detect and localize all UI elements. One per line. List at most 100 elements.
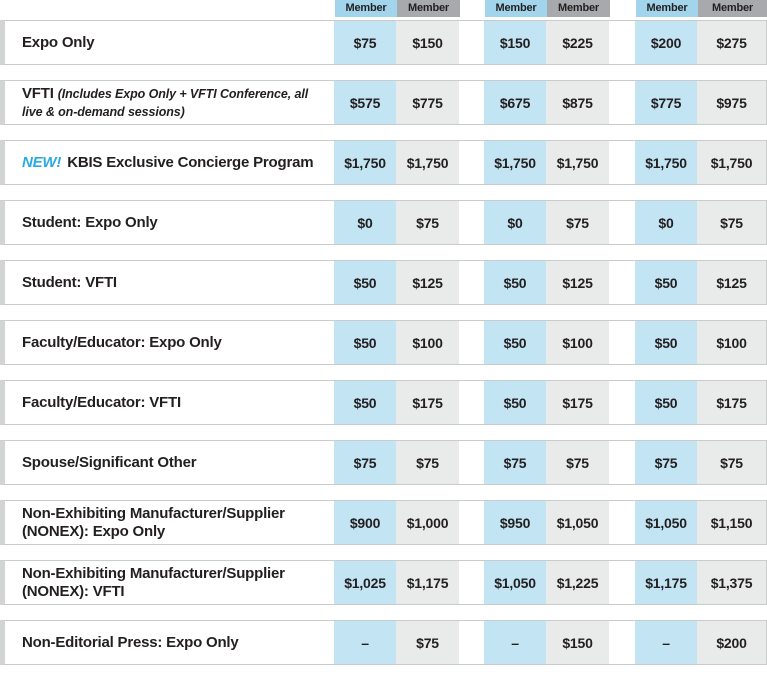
row-label-text: Non-Editorial Press: Expo Only — [22, 633, 239, 651]
price-cell: $575 — [334, 81, 396, 124]
price-cell: $175 — [697, 381, 766, 424]
price-cell: $1,750 — [484, 141, 546, 184]
column-gap — [459, 441, 484, 484]
price-cell: $50 — [484, 381, 546, 424]
price-cell: $0 — [635, 201, 697, 244]
pricing-table-rows: Expo Only $75 $150 $150 $225 $200 $275 V… — [0, 20, 767, 665]
price-cell: $1,375 — [697, 561, 766, 604]
row-label-text: KBIS Exclusive Concierge Program — [67, 153, 314, 171]
price-cell: $125 — [546, 261, 609, 304]
table-row: Faculty/Educator: VFTI $50 $175 $50 $175… — [0, 380, 767, 425]
column-gap — [609, 261, 635, 304]
row-label: NEW! KBIS Exclusive Concierge Program — [5, 141, 334, 184]
row-label-text: Faculty/Educator: Expo Only — [22, 333, 222, 351]
price-cell: $200 — [635, 21, 697, 64]
new-badge: NEW! — [22, 153, 62, 171]
price-cell: $0 — [334, 201, 396, 244]
price-cell: $1,050 — [484, 561, 546, 604]
price-cell: $50 — [334, 261, 396, 304]
price-cell: $50 — [635, 381, 697, 424]
row-label: Faculty/Educator: Expo Only — [5, 321, 334, 364]
price-cell: $175 — [546, 381, 609, 424]
price-cell: $1,750 — [697, 141, 766, 184]
column-gap — [609, 381, 635, 424]
column-gap — [459, 141, 484, 184]
column-gap — [609, 21, 635, 64]
price-cell: $175 — [396, 381, 459, 424]
price-cell: $50 — [334, 321, 396, 364]
row-label: Non-Exhibiting Manufacturer/Supplier (NO… — [5, 561, 334, 604]
price-cell: $75 — [334, 441, 396, 484]
row-label-text: Non-Exhibiting Manufacturer/Supplier (NO… — [22, 505, 285, 540]
price-cell: $1,225 — [546, 561, 609, 604]
price-cell: $125 — [697, 261, 766, 304]
table-row: VFTI (Includes Expo Only + VFTI Conferenc… — [0, 80, 767, 125]
price-cell: $50 — [484, 321, 546, 364]
row-label-text: Student: VFTI — [22, 273, 117, 291]
price-cell: $1,750 — [334, 141, 396, 184]
column-gap — [459, 81, 484, 124]
price-cell: $775 — [396, 81, 459, 124]
price-cell: $75 — [697, 201, 766, 244]
price-cell: $1,025 — [334, 561, 396, 604]
price-cell: $100 — [396, 321, 459, 364]
price-cell: $875 — [546, 81, 609, 124]
column-gap — [459, 201, 484, 244]
table-row: Spouse/Significant Other $75 $75 $75 $75… — [0, 440, 767, 485]
price-cell: $950 — [484, 501, 546, 544]
price-cell: $100 — [546, 321, 609, 364]
row-label-note: (Includes Expo Only + VFTI Conference, a… — [22, 87, 309, 119]
row-label: Faculty/Educator: VFTI — [5, 381, 334, 424]
column-gap — [459, 21, 484, 64]
price-cell: $50 — [635, 321, 697, 364]
column-gap — [610, 0, 636, 17]
price-cell: $150 — [396, 21, 459, 64]
column-gap — [609, 501, 635, 544]
column-header-member-2: Member — [397, 0, 460, 17]
price-cell: $1,750 — [635, 141, 697, 184]
price-cell: $75 — [484, 441, 546, 484]
price-cell: $975 — [697, 81, 766, 124]
column-gap — [609, 201, 635, 244]
row-label-text: Non-Exhibiting Manufacturer/Supplier (NO… — [22, 565, 285, 600]
row-label-text: Spouse/Significant Other — [22, 453, 197, 471]
price-cell: $1,175 — [396, 561, 459, 604]
price-cell: $200 — [697, 621, 766, 664]
column-gap — [460, 0, 485, 17]
table-row: Expo Only $75 $150 $150 $225 $200 $275 — [0, 20, 767, 65]
header-label-spacer — [6, 0, 335, 17]
price-cell: $1,750 — [396, 141, 459, 184]
price-cell: $150 — [546, 621, 609, 664]
price-cell: – — [334, 621, 396, 664]
column-header-member-5: Member — [636, 0, 698, 17]
row-label: Student: Expo Only — [5, 201, 334, 244]
price-cell: $275 — [697, 21, 766, 64]
table-row: Student: VFTI $50 $125 $50 $125 $50 $125 — [0, 260, 767, 305]
price-cell: $75 — [396, 621, 459, 664]
row-label: Non-Exhibiting Manufacturer/Supplier (NO… — [5, 501, 334, 544]
price-cell: $1,750 — [546, 141, 609, 184]
price-cell: $75 — [697, 441, 766, 484]
price-cell: $75 — [396, 441, 459, 484]
price-cell: – — [484, 621, 546, 664]
table-row: Faculty/Educator: Expo Only $50 $100 $50… — [0, 320, 767, 365]
row-label-text: Student: Expo Only — [22, 213, 158, 231]
column-header-member-6: Member — [698, 0, 767, 17]
price-cell: $225 — [546, 21, 609, 64]
price-cell: $675 — [484, 81, 546, 124]
price-cell: $775 — [635, 81, 697, 124]
price-cell: $1,150 — [697, 501, 766, 544]
table-row: Non-Exhibiting Manufacturer/Supplier (NO… — [0, 560, 767, 605]
price-cell: $0 — [484, 201, 546, 244]
price-cell: $75 — [396, 201, 459, 244]
price-cell: $50 — [484, 261, 546, 304]
column-gap — [609, 141, 635, 184]
column-gap — [459, 321, 484, 364]
row-label: Non-Editorial Press: Expo Only — [5, 621, 334, 664]
row-label: Student: VFTI — [5, 261, 334, 304]
column-gap — [459, 381, 484, 424]
column-gap — [609, 81, 635, 124]
price-cell: $75 — [546, 441, 609, 484]
column-gap — [609, 321, 635, 364]
price-cell: $150 — [484, 21, 546, 64]
